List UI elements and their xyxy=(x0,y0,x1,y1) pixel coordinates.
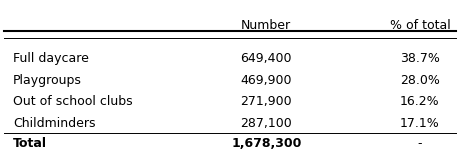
Text: 28.0%: 28.0% xyxy=(400,74,440,87)
Text: 1,678,300: 1,678,300 xyxy=(231,137,302,150)
Text: -: - xyxy=(418,137,422,150)
Text: Total: Total xyxy=(13,137,47,150)
Text: 271,900: 271,900 xyxy=(241,95,292,108)
Text: 16.2%: 16.2% xyxy=(400,95,440,108)
Text: % of total: % of total xyxy=(389,18,450,32)
Text: 469,900: 469,900 xyxy=(241,74,292,87)
Text: 287,100: 287,100 xyxy=(240,117,292,130)
Text: 38.7%: 38.7% xyxy=(400,52,440,65)
Text: Out of school clubs: Out of school clubs xyxy=(13,95,133,108)
Text: Full daycare: Full daycare xyxy=(13,52,89,65)
Text: 17.1%: 17.1% xyxy=(400,117,440,130)
Text: Childminders: Childminders xyxy=(13,117,96,130)
Text: Playgroups: Playgroups xyxy=(13,74,82,87)
Text: 649,400: 649,400 xyxy=(241,52,292,65)
Text: Number: Number xyxy=(241,18,292,32)
